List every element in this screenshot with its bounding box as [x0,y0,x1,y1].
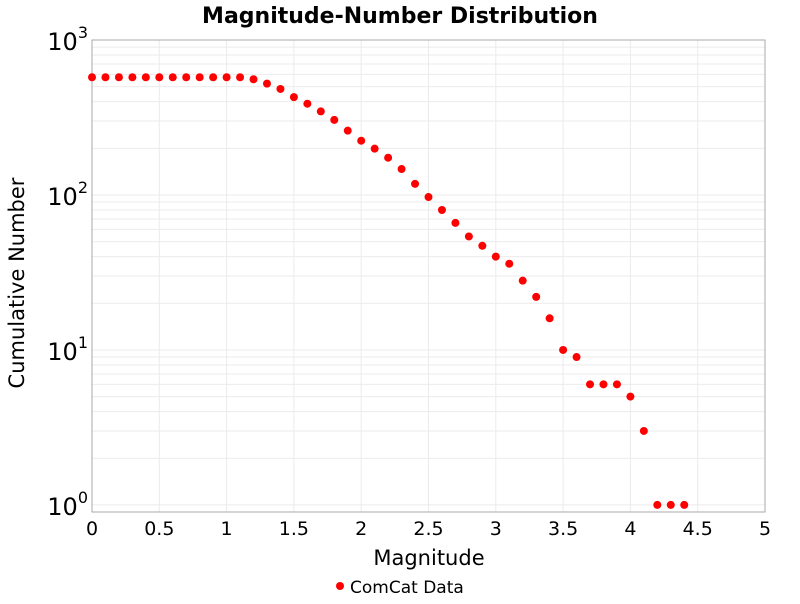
data-point [343,126,352,135]
data-point [101,73,110,82]
data-point [532,292,541,301]
x-tick-label: 1 [221,518,233,540]
y-tick-exponent: 3 [78,23,88,42]
y-tick-label: 102 [47,178,88,211]
data-point [411,179,420,188]
data-point [141,73,150,82]
legend: ComCat Data [336,578,464,598]
y-tick-base: 10 [47,338,78,366]
x-tick-label: 2.5 [413,518,443,540]
data-point [114,73,123,82]
y-tick-base: 10 [47,493,78,521]
data-point [437,205,446,214]
data-point [222,73,231,82]
data-point [128,73,137,82]
x-axis-ticks: 0 0.5 1 1.5 2 2.5 3 3.5 4 4.5 5 [86,518,771,540]
data-point [370,144,379,153]
data-point [88,73,96,82]
data-point [357,136,366,145]
data-point [491,252,500,261]
data-point [464,232,473,241]
x-tick-label: 0 [86,518,98,540]
data-point [424,193,433,202]
data-point [209,73,218,82]
y-tick-label: 103 [47,23,88,56]
plot-area-border [91,39,766,513]
chart-title: Magnitude-Number Distribution [202,4,598,29]
data-point [262,79,271,88]
y-tick-exponent: 2 [78,178,88,197]
data-point [195,73,204,82]
legend-marker [336,582,344,590]
data-point [612,380,621,389]
data-point [155,73,164,82]
y-tick-base: 10 [47,183,78,211]
data-point [182,73,191,82]
x-tick-label: 1.5 [279,518,309,540]
data-point [249,75,258,84]
data-point [384,153,393,162]
data-point [653,500,662,509]
data-point [599,380,608,389]
data-point [236,73,245,82]
x-tick-label: 3.5 [548,518,578,540]
y-tick-label: 100 [47,488,88,521]
data-point [626,392,635,401]
data-point [289,93,298,102]
data-point [666,500,675,509]
data-point [680,500,689,509]
data-point [451,218,460,227]
data-point [478,241,487,250]
data-point [168,73,177,82]
data-point [639,426,648,435]
y-tick-base: 10 [47,28,78,56]
data-point [303,99,312,108]
data-point [572,353,581,362]
grid [91,39,766,513]
y-tick-exponent: 1 [78,333,88,352]
x-tick-label: 0.5 [144,518,174,540]
x-tick-label: 2 [355,518,367,540]
data-point [330,115,339,124]
data-point [545,314,554,323]
x-tick-label: 4.5 [683,518,713,540]
x-tick-label: 5 [759,518,771,540]
data-point [559,345,568,354]
x-axis-label: Magnitude [373,546,484,570]
data-point [316,107,325,116]
legend-label: ComCat Data [350,578,464,598]
y-axis-label: Cumulative Number [5,177,29,388]
data-point [586,380,595,389]
x-tick-label: 4 [624,518,636,540]
x-tick-label: 3 [490,518,502,540]
data-points [88,73,689,509]
y-tick-label: 101 [47,333,88,366]
data-point [505,259,514,268]
y-tick-exponent: 0 [78,488,88,507]
data-point [518,276,527,285]
data-point [397,165,406,174]
data-point [276,84,285,93]
